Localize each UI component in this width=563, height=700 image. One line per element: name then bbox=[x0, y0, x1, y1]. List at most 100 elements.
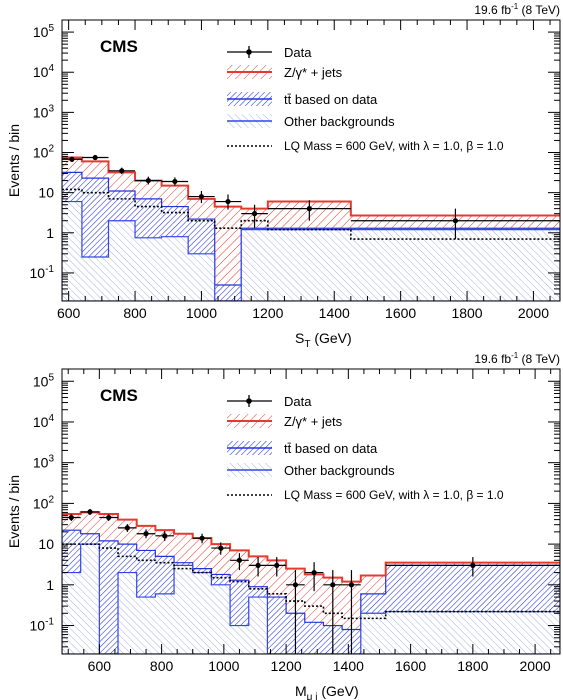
data-marker bbox=[274, 562, 280, 569]
lq-signal-line bbox=[62, 188, 560, 240]
data-point bbox=[80, 508, 100, 515]
data-point bbox=[99, 514, 119, 521]
legend-data-label: Data bbox=[284, 394, 312, 409]
legend-other-label: Other backgrounds bbox=[284, 463, 395, 478]
y-tick-label: 104 bbox=[33, 63, 55, 80]
chart-panel-1: 600 800 1000 1200 1400 1600 1800 2000 10-1 1 10 102… bbox=[6, 2, 561, 350]
data-point bbox=[350, 208, 560, 240]
other-fill bbox=[62, 543, 560, 654]
x-tick-label: 1400 bbox=[333, 658, 364, 674]
lumi-label: 19.6 fb-1 (8 TeV) bbox=[474, 351, 560, 366]
data-point bbox=[248, 557, 268, 577]
data-marker bbox=[68, 514, 74, 521]
y-tick-label: 102 bbox=[33, 144, 55, 161]
data-marker bbox=[306, 206, 312, 212]
chart-panel-2: 600 800 1000 1200 1400 1600 1800 2000 10-1 1 10 102… bbox=[6, 351, 561, 700]
plot-area bbox=[62, 508, 560, 654]
data-marker bbox=[330, 582, 336, 588]
lumi-label: 19.6 fb-1 (8 TeV) bbox=[474, 2, 560, 17]
data-marker bbox=[92, 154, 98, 161]
data-point bbox=[214, 194, 242, 210]
data-point bbox=[81, 154, 109, 161]
plot-frame bbox=[61, 19, 561, 302]
x-tick-label: 1200 bbox=[271, 658, 302, 674]
data-marker bbox=[124, 525, 130, 531]
data-point bbox=[230, 553, 249, 571]
legend-ttbar-label: tt̄ based on data bbox=[284, 441, 378, 456]
zjets-line bbox=[62, 156, 560, 217]
data-marker bbox=[236, 557, 243, 563]
legend-data-label: Data bbox=[284, 45, 312, 60]
data-point bbox=[62, 156, 82, 163]
x-tick-label: 1000 bbox=[186, 305, 217, 321]
x-tick-label: 800 bbox=[123, 305, 147, 321]
y-tick-label: 103 bbox=[33, 103, 55, 120]
data-marker bbox=[172, 178, 178, 185]
legend: Data Z/γ* + jets tt̄ based on data Other ba… bbox=[227, 45, 504, 153]
x-tick-label: 1800 bbox=[457, 658, 488, 674]
data-point bbox=[267, 200, 351, 221]
data-marker bbox=[251, 211, 258, 217]
data-point bbox=[161, 177, 189, 186]
x-tick-label: 600 bbox=[88, 658, 112, 674]
x-axis-label: ST (GeV) bbox=[295, 330, 352, 350]
legend-other-label: Other backgrounds bbox=[284, 114, 395, 129]
data-marker bbox=[292, 582, 299, 588]
data-point bbox=[118, 524, 137, 532]
data-marker bbox=[348, 582, 355, 588]
x-tick-label: 1800 bbox=[451, 305, 482, 321]
data-marker bbox=[162, 533, 168, 539]
data-marker bbox=[255, 562, 261, 569]
data-marker bbox=[452, 218, 459, 224]
experiment-label: CMS bbox=[100, 386, 138, 405]
x-tick-label: 1400 bbox=[319, 305, 350, 321]
data-marker bbox=[311, 569, 317, 576]
legend-zjets-label: Z/γ* + jets bbox=[284, 414, 343, 429]
data-point bbox=[342, 570, 361, 654]
experiment-label: CMS bbox=[100, 37, 138, 56]
y-tick-label: 10 bbox=[38, 185, 54, 201]
data-point bbox=[385, 557, 560, 577]
y-tick-label: 1 bbox=[46, 577, 54, 593]
y-tick-label: 10-1 bbox=[30, 617, 55, 634]
plot-area bbox=[62, 154, 560, 301]
x-tick-label: 2000 bbox=[518, 305, 549, 321]
data-marker bbox=[198, 193, 205, 200]
y-axis-label: Events / bin bbox=[6, 475, 22, 548]
data-marker bbox=[218, 545, 224, 551]
x-tick-label: 2000 bbox=[520, 658, 551, 674]
data-point bbox=[108, 167, 136, 175]
data-point bbox=[188, 190, 215, 204]
data-marker bbox=[87, 509, 93, 515]
y-tick-label: 10-1 bbox=[30, 264, 55, 281]
data-point bbox=[136, 529, 156, 539]
data-marker bbox=[145, 177, 151, 184]
lq-signal-line bbox=[62, 543, 560, 620]
data-point bbox=[135, 176, 162, 185]
data-point bbox=[241, 204, 268, 229]
x-tick-label: 600 bbox=[57, 305, 81, 321]
x-axis-label: Mμ j (GeV) bbox=[295, 683, 359, 700]
data-point bbox=[192, 533, 212, 544]
data-marker bbox=[119, 168, 125, 174]
y-tick-label: 10 bbox=[38, 536, 54, 552]
data-point bbox=[155, 530, 175, 541]
data-point bbox=[286, 570, 305, 654]
x-tick-label: 1200 bbox=[252, 305, 283, 321]
x-tick-label: 800 bbox=[150, 658, 174, 674]
data-marker bbox=[225, 198, 231, 205]
data-point bbox=[323, 570, 343, 654]
legend-data-marker bbox=[246, 398, 252, 404]
legend-ttbar-label: tt̄ based on data bbox=[284, 92, 378, 107]
y-tick-label: 104 bbox=[33, 413, 55, 430]
data-marker bbox=[106, 514, 112, 521]
data-point bbox=[267, 557, 287, 577]
legend-data-marker bbox=[246, 49, 252, 55]
y-tick-label: 105 bbox=[33, 23, 55, 40]
y-axis-label: Events / bin bbox=[6, 124, 22, 197]
data-point bbox=[304, 562, 324, 592]
y-tick-label: 102 bbox=[33, 494, 55, 511]
data-marker bbox=[470, 562, 476, 569]
data-marker bbox=[69, 156, 75, 162]
x-tick-label: 1000 bbox=[208, 658, 239, 674]
